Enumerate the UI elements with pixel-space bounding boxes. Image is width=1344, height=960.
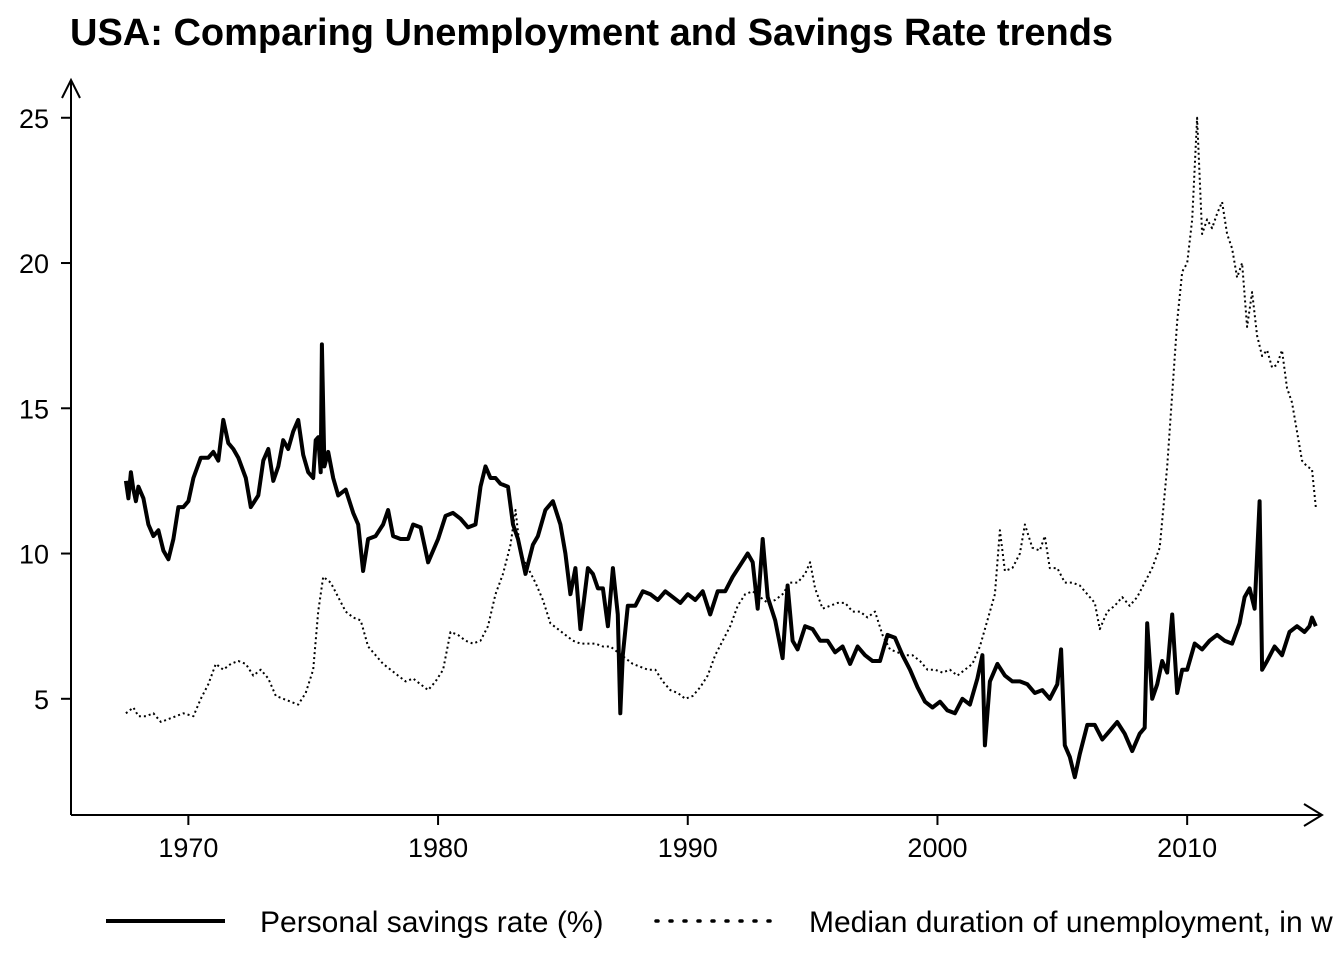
series-layer bbox=[123, 116, 1318, 780]
legend: Personal savings rate (%) Median duratio… bbox=[106, 906, 1333, 939]
y-axis-arrow bbox=[61, 77, 81, 99]
x-axis-arrow bbox=[1303, 803, 1324, 827]
y-tick-label: 25 bbox=[19, 104, 49, 134]
y-tick-label: 10 bbox=[19, 540, 49, 570]
series-line-savings-rate bbox=[123, 342, 1318, 780]
x-tick-label: 1980 bbox=[408, 833, 468, 863]
y-tick-label: 20 bbox=[19, 249, 49, 279]
legend-label-savings: Personal savings rate (%) bbox=[260, 906, 603, 939]
x-tick-label: 2010 bbox=[1157, 833, 1217, 863]
x-tick-label: 1970 bbox=[158, 833, 218, 863]
axes bbox=[61, 77, 1324, 827]
x-tick-label: 2000 bbox=[907, 833, 967, 863]
chart-title: USA: Comparing Unemployment and Savings … bbox=[70, 12, 1114, 54]
y-ticks: 5 10 15 20 25 bbox=[19, 104, 71, 715]
series-line-unemployment-duration bbox=[125, 116, 1317, 723]
x-tick-label: 1990 bbox=[658, 833, 718, 863]
x-ticks: 1970 1980 1990 2000 2010 bbox=[158, 815, 1217, 863]
y-tick-label: 5 bbox=[34, 685, 49, 715]
legend-label-unemployment: Median duration of unemployment, in w bbox=[809, 906, 1333, 939]
y-tick-label: 15 bbox=[19, 394, 49, 424]
